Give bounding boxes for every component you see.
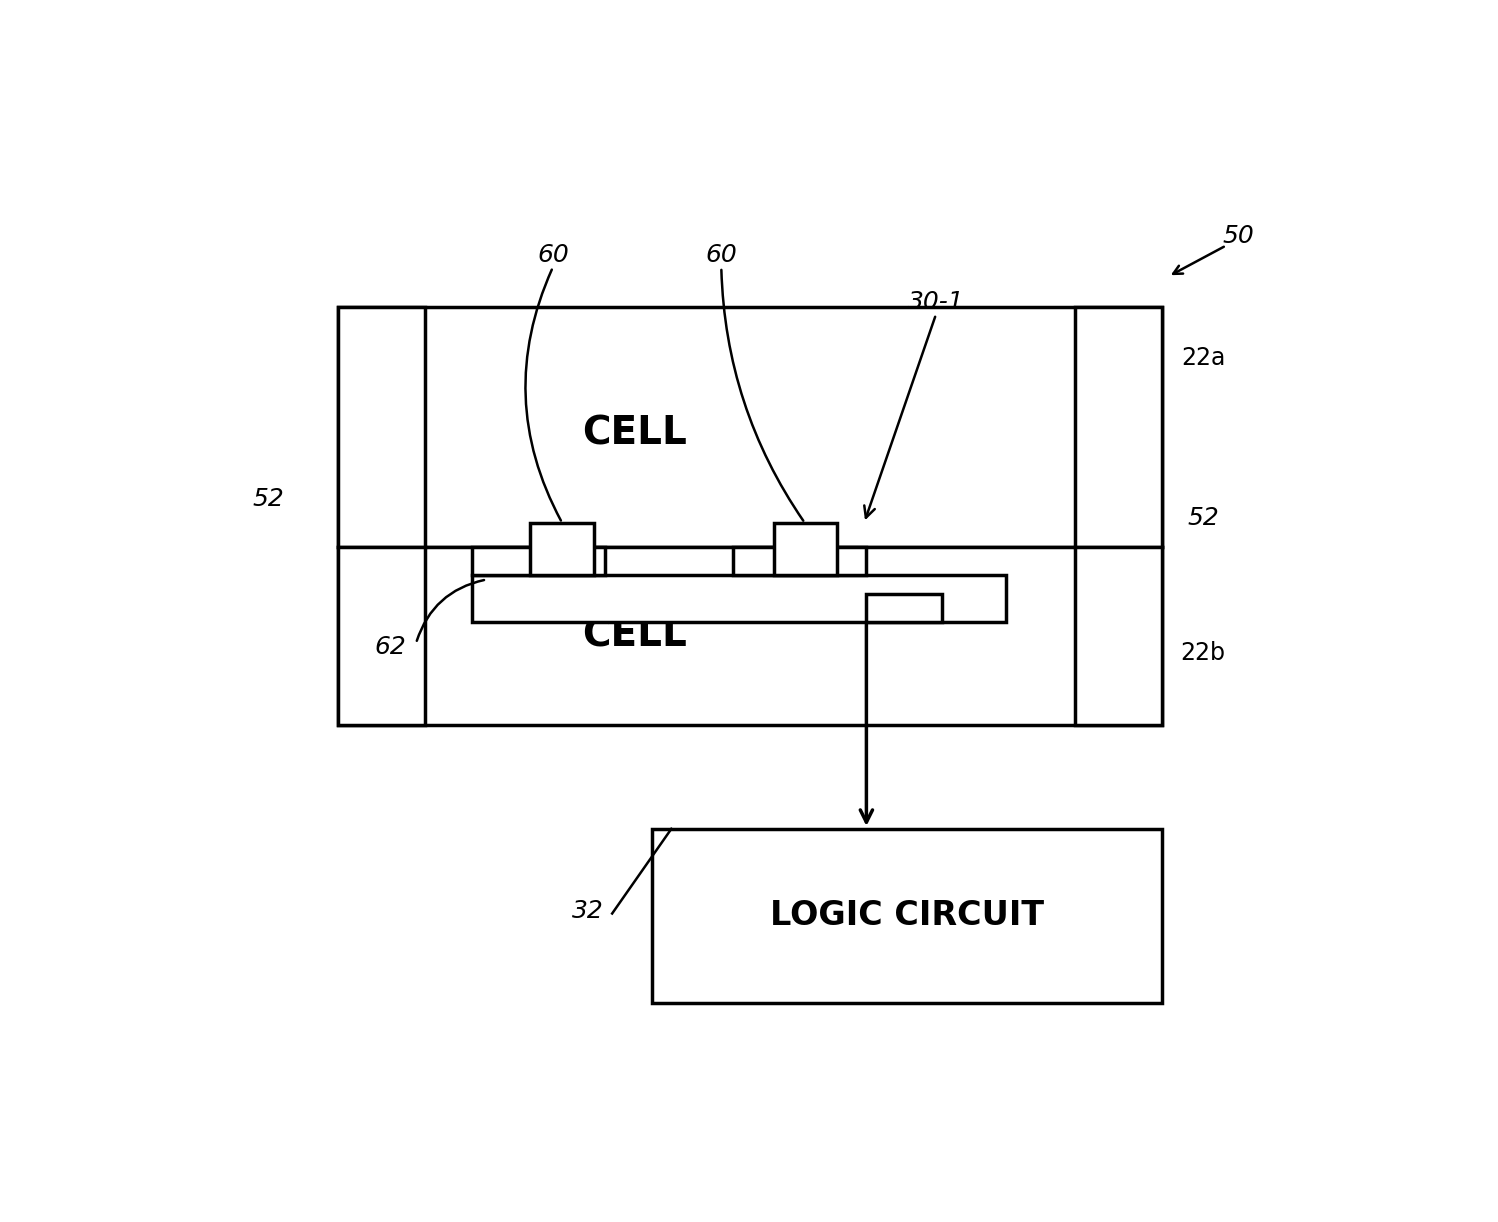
Text: CELL: CELL [581,414,686,452]
Text: 22a: 22a [1180,346,1225,370]
Bar [472,546,605,574]
Bar [339,307,425,546]
Text: 60: 60 [706,243,737,266]
Bar [773,523,837,574]
Text: 32: 32 [572,898,604,923]
Text: 30-1: 30-1 [908,290,965,314]
Bar [866,594,942,622]
Bar [339,546,1162,726]
Bar [1076,307,1162,546]
Bar [652,829,1162,1003]
Text: 52: 52 [1188,506,1219,530]
Text: 50: 50 [1222,224,1254,248]
Text: 62: 62 [374,635,406,659]
Text: 22b: 22b [1180,640,1225,665]
Text: CELL: CELL [581,617,686,655]
Bar [339,307,1162,546]
Bar [1076,546,1162,726]
Bar [339,546,425,726]
Bar [530,523,593,574]
Text: 52: 52 [253,488,285,512]
Bar [733,546,866,574]
Text: 60: 60 [538,243,569,266]
Text: LOGIC CIRCUIT: LOGIC CIRCUIT [770,899,1044,932]
Bar [472,574,1005,622]
